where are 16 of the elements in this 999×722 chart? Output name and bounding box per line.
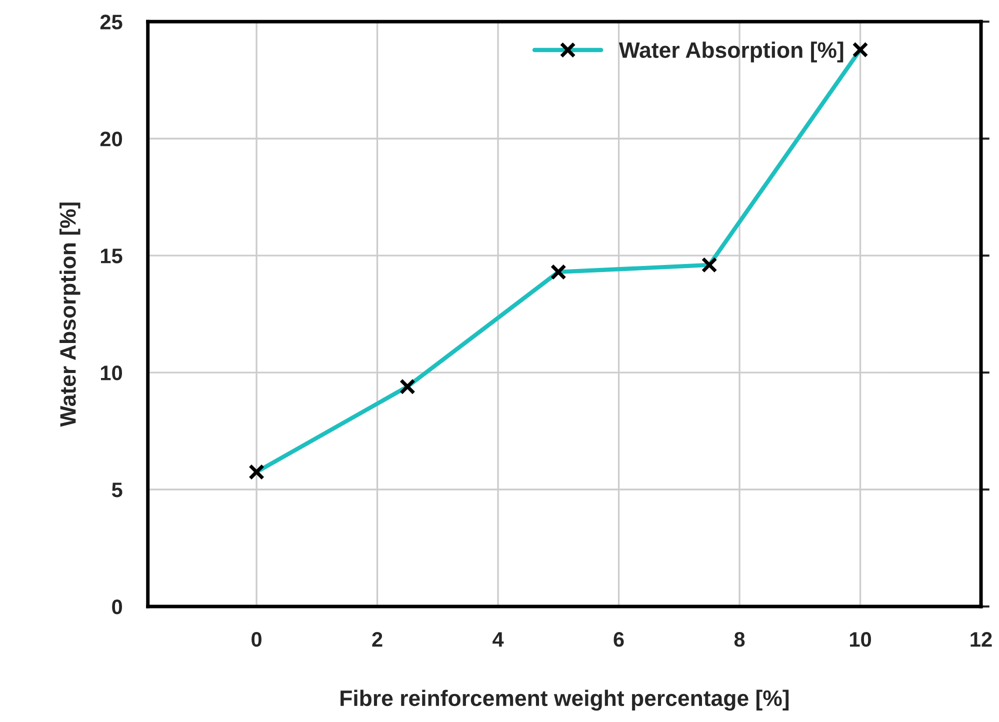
y-tick-label: 15: [100, 248, 122, 264]
y-axis-title: Water Absorption [%]: [60, 202, 80, 427]
y-tick-label: 10: [100, 366, 122, 380]
x-tick-label: 10: [850, 632, 872, 647]
x-tick-label: 12: [970, 632, 992, 647]
x-tick-label: 0: [252, 632, 262, 647]
legend-label: Water Absorption [%]: [618, 42, 844, 62]
x-tick-label: 4: [492, 632, 504, 647]
y-tick-label: 25: [100, 14, 122, 30]
x-tick-label: 6: [614, 632, 624, 647]
x-tick-label: 8: [734, 632, 745, 647]
y-tick-label: 0: [112, 599, 122, 614]
y-tick-label: 20: [100, 132, 122, 146]
y-tick-label: 5: [112, 482, 122, 498]
x-axis-title: Fibre reinforcement weight percentage [%]: [340, 690, 789, 711]
x-tick-label: 2: [372, 632, 382, 647]
